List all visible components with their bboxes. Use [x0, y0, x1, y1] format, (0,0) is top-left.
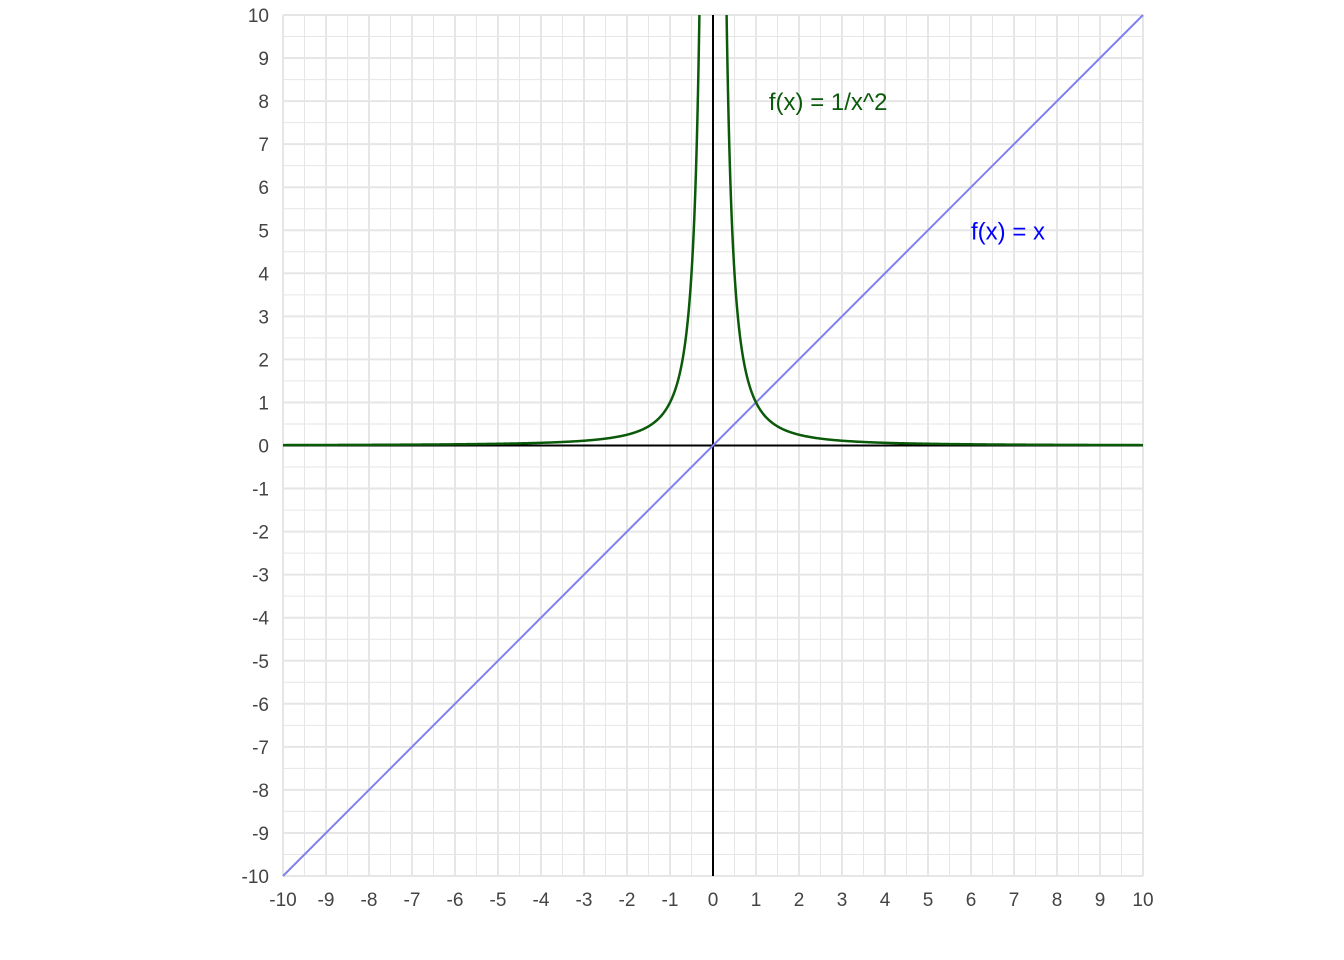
x-tick-label: -1 — [662, 890, 679, 911]
y-tick-label: -8 — [252, 781, 269, 802]
x-tick-label: -8 — [361, 890, 378, 911]
x-tick-label: -9 — [318, 890, 335, 911]
y-tick-label: -10 — [242, 867, 269, 888]
x-tick-label: -3 — [576, 890, 593, 911]
y-tick-label: 9 — [258, 49, 269, 70]
series-annotation: f(x) = 1/x^2 — [769, 89, 888, 116]
x-tick-label: 6 — [966, 890, 977, 911]
y-tick-label: -1 — [252, 480, 269, 501]
x-tick-label: 8 — [1052, 890, 1063, 911]
y-tick-label: 10 — [248, 6, 269, 27]
y-tick-label: -7 — [252, 738, 269, 759]
x-tick-label: -5 — [490, 890, 507, 911]
y-tick-label: -4 — [252, 609, 269, 630]
y-tick-label: -9 — [252, 824, 269, 845]
x-tick-label: 5 — [923, 890, 934, 911]
series-annotation: f(x) = x — [971, 218, 1045, 245]
x-tick-label: 1 — [751, 890, 762, 911]
x-tick-label: -7 — [404, 890, 421, 911]
series-line-inverse-square — [283, 13, 1143, 447]
x-tick-label: 3 — [837, 890, 848, 911]
y-tick-label: -5 — [252, 652, 269, 673]
y-tick-label: 2 — [258, 350, 269, 371]
y-tick-label: -2 — [252, 523, 269, 544]
y-tick-label: 7 — [258, 135, 269, 156]
x-tick-label: 9 — [1095, 890, 1106, 911]
x-tick-label: 7 — [1009, 890, 1020, 911]
x-tick-label: -2 — [619, 890, 636, 911]
y-tick-label: -6 — [252, 695, 269, 716]
x-tick-labels: -10 -9 -8 -7 -6 -5 -4 -3 -2 -1 0 1 2 3 4 5 6 7 8 9 10 — [269, 890, 1153, 911]
series-layer — [282, 13, 1144, 877]
x-tick-label: -6 — [447, 890, 464, 911]
x-tick-label: 4 — [880, 890, 891, 911]
y-tick-label: -3 — [252, 566, 269, 587]
y-tick-label: 3 — [258, 307, 269, 328]
y-tick-label: 0 — [258, 437, 269, 458]
x-tick-label: 10 — [1132, 890, 1153, 911]
y-tick-label: 4 — [258, 264, 269, 285]
series-line-identity — [282, 14, 1144, 877]
y-tick-label: 8 — [258, 92, 269, 113]
y-tick-label: 5 — [258, 221, 269, 242]
x-tick-label: -10 — [269, 890, 296, 911]
x-tick-label: 0 — [708, 890, 719, 911]
x-tick-label: 2 — [794, 890, 805, 911]
y-tick-label: 6 — [258, 178, 269, 199]
x-tick-label: -4 — [533, 890, 550, 911]
y-tick-label: 1 — [258, 393, 269, 414]
annotations: f(x) = 1/x^2 f(x) = x — [769, 89, 1045, 245]
